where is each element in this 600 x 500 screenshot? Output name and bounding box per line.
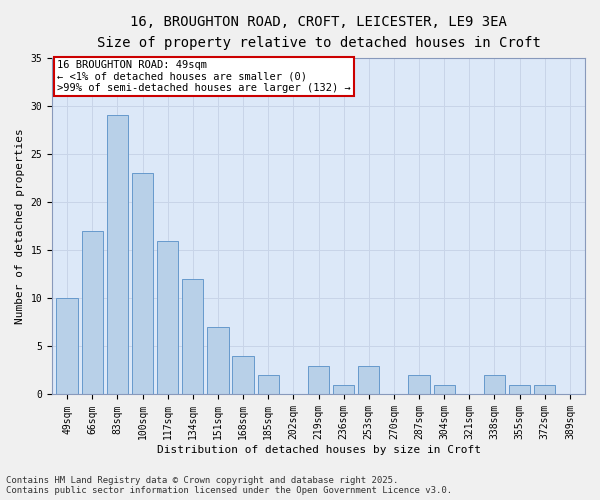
- Bar: [333, 385, 355, 394]
- Bar: [207, 327, 229, 394]
- Bar: [232, 356, 254, 395]
- Bar: [358, 366, 379, 394]
- Bar: [509, 385, 530, 394]
- Bar: [107, 116, 128, 394]
- Title: 16, BROUGHTON ROAD, CROFT, LEICESTER, LE9 3EA
Size of property relative to detac: 16, BROUGHTON ROAD, CROFT, LEICESTER, LE…: [97, 15, 541, 50]
- Text: Contains HM Land Registry data © Crown copyright and database right 2025.
Contai: Contains HM Land Registry data © Crown c…: [6, 476, 452, 495]
- Bar: [82, 231, 103, 394]
- Bar: [182, 279, 203, 394]
- Bar: [157, 240, 178, 394]
- Bar: [434, 385, 455, 394]
- Bar: [484, 375, 505, 394]
- Text: 16 BROUGHTON ROAD: 49sqm
← <1% of detached houses are smaller (0)
>99% of semi-d: 16 BROUGHTON ROAD: 49sqm ← <1% of detach…: [57, 60, 351, 93]
- Y-axis label: Number of detached properties: Number of detached properties: [15, 128, 25, 324]
- Bar: [308, 366, 329, 394]
- Bar: [409, 375, 430, 394]
- Bar: [534, 385, 556, 394]
- Bar: [257, 375, 279, 394]
- Bar: [56, 298, 78, 394]
- X-axis label: Distribution of detached houses by size in Croft: Distribution of detached houses by size …: [157, 445, 481, 455]
- Bar: [132, 173, 153, 394]
